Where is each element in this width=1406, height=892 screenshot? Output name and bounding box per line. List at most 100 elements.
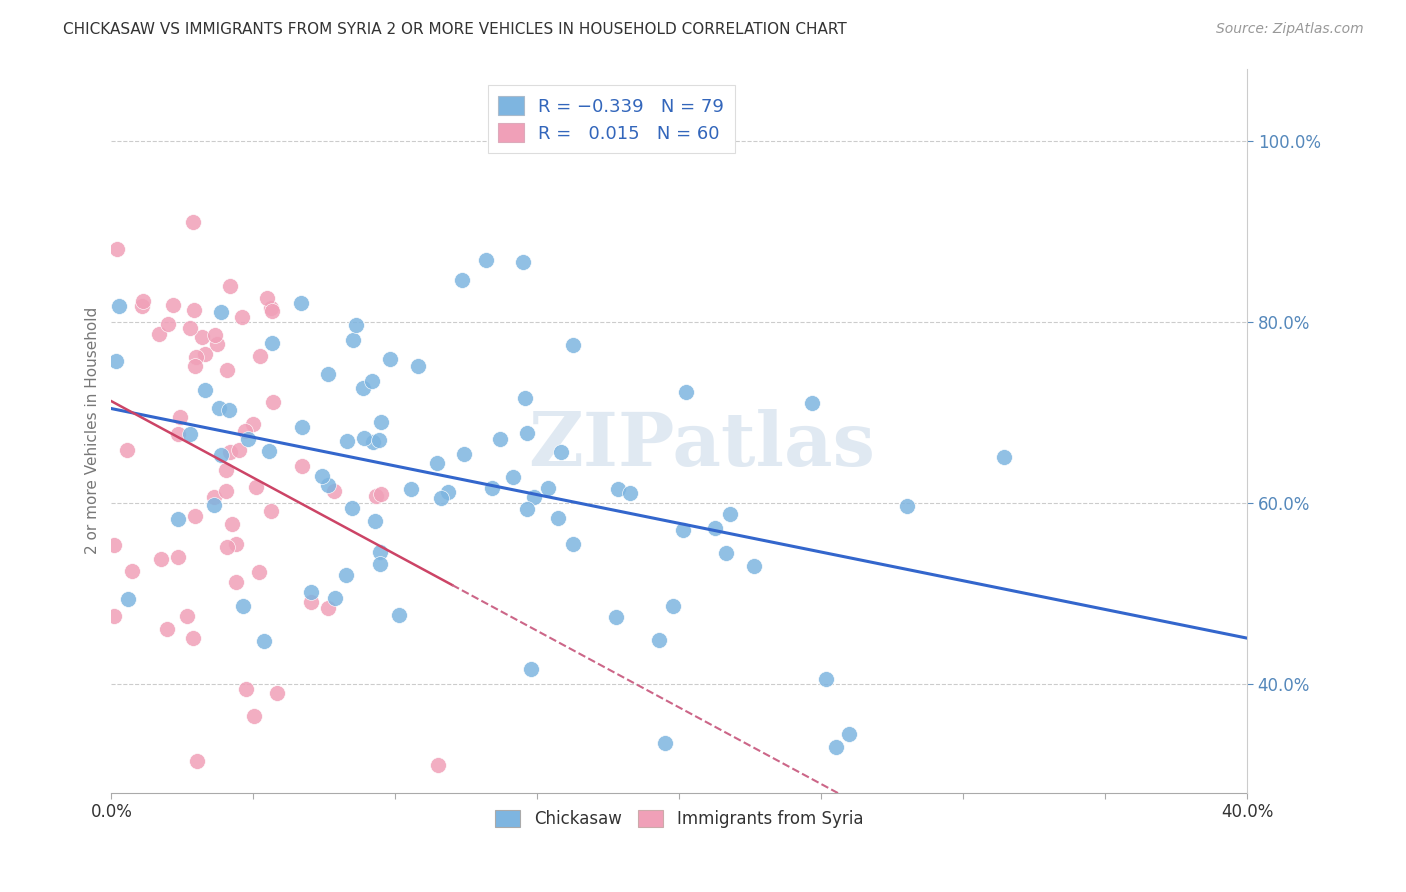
Point: [232, 599, 254, 613]
Point: [166, 512, 188, 526]
Point: [299, 595, 322, 609]
Point: [169, 409, 191, 424]
Point: [228, 443, 250, 458]
Point: [475, 253, 498, 268]
Point: [103, 609, 125, 624]
Point: [249, 349, 271, 363]
Point: [290, 296, 312, 310]
Point: [157, 317, 180, 331]
Point: [368, 557, 391, 571]
Point: [243, 709, 266, 723]
Point: [266, 686, 288, 700]
Point: [176, 609, 198, 624]
Point: [221, 516, 243, 531]
Point: [238, 433, 260, 447]
Point: [162, 298, 184, 312]
Point: [217, 362, 239, 376]
Point: [245, 480, 267, 494]
Point: [253, 634, 276, 648]
Point: [167, 550, 190, 565]
Point: [235, 682, 257, 697]
Point: [896, 499, 918, 513]
Point: [202, 490, 225, 504]
Point: [323, 484, 346, 499]
Point: [619, 486, 641, 500]
Point: [562, 537, 585, 551]
Point: [353, 431, 375, 445]
Point: [117, 592, 139, 607]
Point: [388, 608, 411, 623]
Text: ZIPatlas: ZIPatlas: [529, 409, 876, 482]
Point: [323, 591, 346, 605]
Point: [672, 523, 695, 537]
Point: [262, 336, 284, 351]
Point: [370, 415, 392, 429]
Point: [361, 374, 384, 388]
Point: [121, 564, 143, 578]
Point: [502, 470, 524, 484]
Point: [547, 511, 569, 525]
Point: [156, 623, 179, 637]
Point: [426, 456, 449, 470]
Point: [516, 426, 538, 441]
Point: [316, 367, 339, 381]
Point: [150, 552, 173, 566]
Point: [519, 662, 541, 676]
Point: [704, 521, 727, 535]
Point: [202, 498, 225, 512]
Point: [488, 432, 510, 446]
Point: [654, 736, 676, 750]
Point: [824, 740, 846, 755]
Point: [181, 631, 204, 645]
Point: [225, 537, 247, 551]
Point: [194, 383, 217, 397]
Point: [342, 333, 364, 347]
Point: [209, 448, 232, 462]
Point: [316, 478, 339, 492]
Point: [115, 443, 138, 458]
Point: [336, 434, 359, 449]
Point: [209, 304, 232, 318]
Point: [675, 384, 697, 399]
Text: CHICKASAW VS IMMIGRANTS FROM SYRIA 2 OR MORE VEHICLES IN HOUSEHOLD CORRELATION C: CHICKASAW VS IMMIGRANTS FROM SYRIA 2 OR …: [63, 22, 846, 37]
Point: [481, 481, 503, 495]
Point: [233, 424, 256, 438]
Point: [186, 754, 208, 768]
Point: [103, 538, 125, 552]
Point: [208, 401, 231, 416]
Point: [183, 215, 205, 229]
Point: [231, 310, 253, 325]
Point: [262, 304, 284, 318]
Point: [131, 299, 153, 313]
Point: [167, 427, 190, 442]
Point: [401, 482, 423, 496]
Point: [340, 501, 363, 516]
Point: [427, 758, 450, 772]
Point: [648, 632, 671, 647]
Point: [562, 338, 585, 352]
Point: [215, 540, 238, 554]
Point: [378, 351, 401, 366]
Point: [262, 394, 284, 409]
Point: [219, 445, 242, 459]
Point: [512, 254, 534, 268]
Point: [437, 484, 460, 499]
Point: [183, 359, 205, 373]
Point: [179, 321, 201, 335]
Point: [838, 727, 860, 741]
Point: [104, 353, 127, 368]
Point: [344, 318, 367, 333]
Point: [242, 417, 264, 432]
Point: [406, 359, 429, 373]
Y-axis label: 2 or more Vehicles in Household: 2 or more Vehicles in Household: [86, 307, 100, 554]
Point: [256, 291, 278, 305]
Point: [714, 546, 737, 560]
Point: [132, 293, 155, 308]
Point: [291, 459, 314, 474]
Point: [430, 491, 453, 505]
Point: [311, 469, 333, 483]
Point: [814, 672, 837, 686]
Point: [301, 584, 323, 599]
Point: [183, 302, 205, 317]
Point: [370, 487, 392, 501]
